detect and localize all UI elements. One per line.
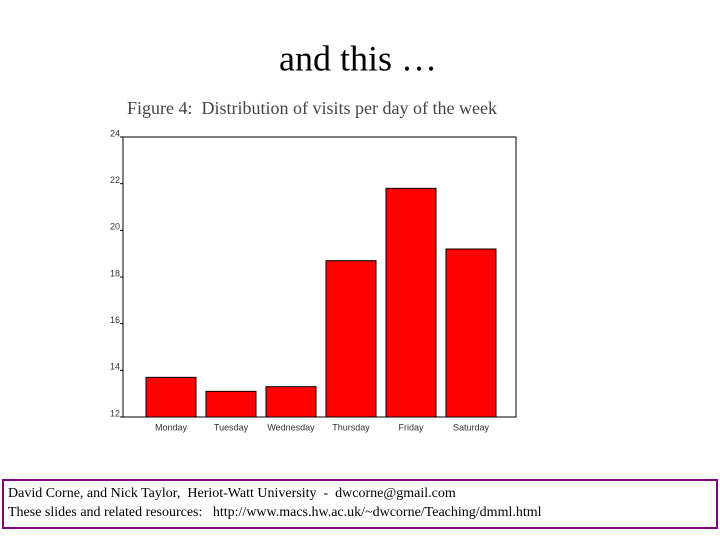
x-tick-label: Friday	[398, 422, 424, 432]
footer-line: David Corne, and Nick Taylor, Heriot-Wat…	[8, 486, 456, 501]
x-tick-label: Tuesday	[214, 422, 249, 432]
y-tick-label: 24	[110, 128, 120, 138]
y-tick-label: 16	[110, 315, 120, 325]
x-tick-label: Saturday	[453, 422, 490, 432]
bar	[445, 248, 497, 418]
bar	[385, 187, 437, 418]
y-tick-label: 18	[110, 268, 120, 278]
bar	[325, 260, 377, 418]
bar	[205, 390, 257, 418]
y-tick-label: 20	[110, 222, 120, 232]
y-tick-label: 22	[110, 175, 120, 185]
slide-title: and this …	[279, 38, 437, 78]
x-tick-label: Monday	[155, 422, 188, 432]
x-tick-label: Wednesday	[267, 422, 315, 432]
footer-line: These slides and related resources: http…	[8, 505, 542, 520]
bar	[145, 376, 197, 418]
y-tick-label: 12	[110, 408, 120, 418]
chart-title: Figure 4: Distribution of visits per day…	[127, 98, 497, 118]
x-tick-label: Thursday	[332, 422, 370, 432]
footer-box	[2, 479, 718, 529]
y-tick-label: 14	[110, 362, 120, 372]
bar	[265, 386, 317, 418]
